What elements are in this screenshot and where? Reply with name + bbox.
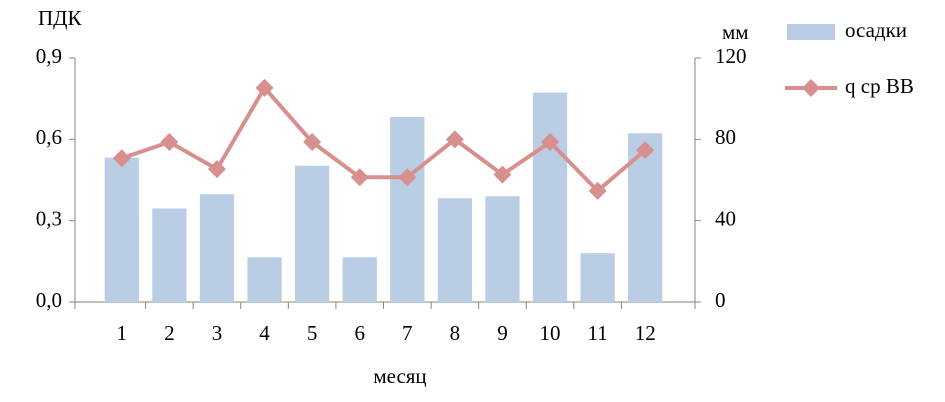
y-tick-label: 0,6 — [36, 125, 62, 149]
legend-label: q ср ВВ — [845, 74, 914, 98]
marker — [588, 181, 607, 200]
bar — [390, 116, 425, 302]
bar — [342, 257, 377, 302]
x-tick-label: 11 — [588, 321, 608, 345]
marker — [541, 133, 560, 152]
x-tick-label: 8 — [450, 321, 461, 345]
x-tick-label: 7 — [402, 321, 413, 345]
marker — [112, 149, 131, 168]
y-axis-label: ПДК — [38, 6, 82, 30]
marker — [303, 133, 322, 152]
x-tick-label: 4 — [259, 321, 270, 345]
y-tick-label: 0,0 — [36, 288, 62, 312]
bar — [437, 198, 473, 302]
bar — [199, 194, 235, 302]
bar — [104, 157, 139, 302]
y-tick-label: 0,9 — [36, 44, 62, 68]
marker — [398, 168, 417, 187]
bar — [152, 208, 187, 302]
y2-axis-label: мм — [722, 20, 749, 44]
marker — [350, 168, 369, 187]
bar — [485, 196, 520, 302]
y2-tick-label: 40 — [715, 206, 736, 230]
marker — [445, 130, 464, 149]
y2-tick-label: 120 — [715, 44, 747, 68]
legend-marker — [802, 79, 820, 97]
x-tick-label: 2 — [164, 321, 175, 345]
y2-tick-label: 80 — [715, 125, 736, 149]
x-tick-label: 5 — [307, 321, 318, 345]
marker — [160, 133, 179, 152]
y2-tick-label: 0 — [715, 288, 726, 312]
marker — [493, 165, 512, 184]
bar — [247, 257, 282, 302]
bar — [532, 92, 568, 302]
marker — [255, 78, 274, 97]
legend-swatch — [787, 24, 835, 40]
bar — [294, 165, 330, 302]
x-axis-label: месяц — [373, 364, 426, 388]
line — [121, 84, 647, 194]
x-tick-label: 12 — [635, 321, 656, 345]
x-tick-label: 3 — [212, 321, 223, 345]
marker — [636, 141, 655, 160]
y-tick-label: 0,3 — [36, 206, 62, 230]
legend-label: осадки — [845, 18, 907, 42]
x-tick-label: 6 — [354, 321, 365, 345]
bar — [580, 253, 615, 302]
marker — [207, 160, 226, 179]
x-tick-label: 1 — [117, 321, 128, 345]
x-tick-label: 10 — [540, 321, 561, 345]
x-tick-label: 9 — [497, 321, 508, 345]
